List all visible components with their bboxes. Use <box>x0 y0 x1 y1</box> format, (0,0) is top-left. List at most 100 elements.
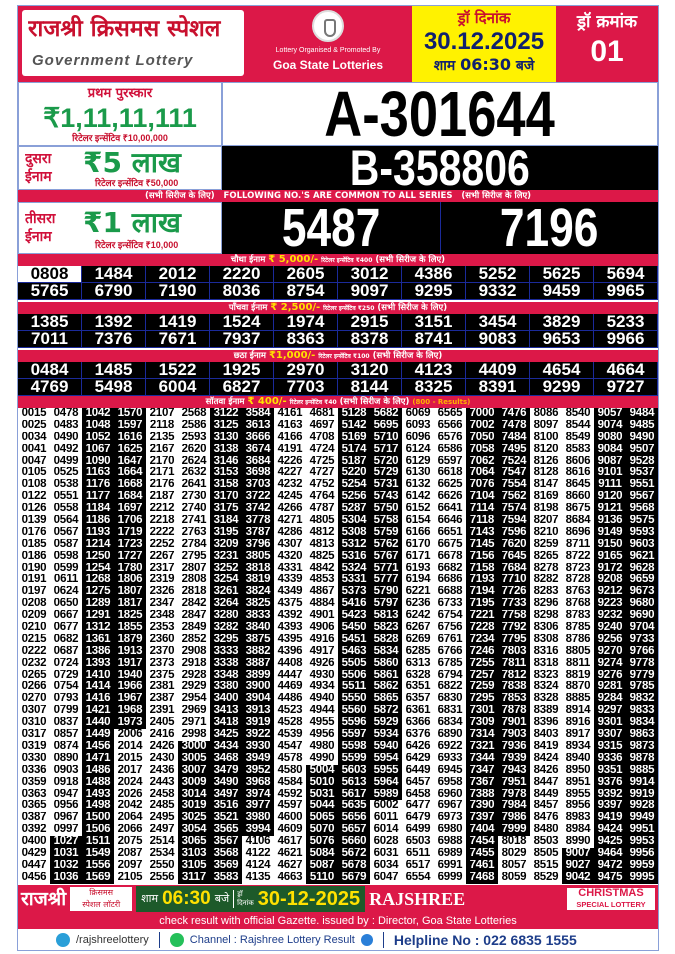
result-cell: 0551 <box>50 491 82 504</box>
result-cell: 4663 <box>274 871 306 884</box>
result-cell: 0307 <box>18 705 50 718</box>
result-cell: 8763 <box>562 586 594 599</box>
result-cell: 9165 <box>594 550 626 563</box>
prize-number: 2012 <box>146 266 210 283</box>
result-cell: 4271 <box>274 515 306 527</box>
result-cell: 7118 <box>466 515 498 527</box>
result-cell: 2971 <box>178 717 210 730</box>
footer-time-prefix: शाम <box>141 893 159 905</box>
result-cell: 9111 <box>594 479 626 492</box>
result-cell: 0947 <box>50 788 82 801</box>
result-cell: 7076 <box>466 479 498 492</box>
result-cell: 2849 <box>178 622 210 634</box>
result-cell: 7733 <box>498 598 530 611</box>
result-cell: 6130 <box>402 467 434 480</box>
result-cell: 4724 <box>306 443 338 456</box>
result-cell: 6449 <box>402 764 434 777</box>
result-cell: 3980 <box>242 812 274 825</box>
fifth-prize-grid: 1385 1392 1419 1524 1974 2915 3151 3454 3829 5233… <box>18 314 658 348</box>
result-cell: 6988 <box>434 836 466 848</box>
result-cell: 8916 <box>562 717 594 730</box>
result-cell: 7547 <box>498 467 530 480</box>
result-cell: 2416 <box>146 729 178 741</box>
organised-by: Lottery Organised & Promoted By <box>275 47 381 54</box>
result-cell: 7309 <box>466 717 498 730</box>
draw-time: 06:30 <box>460 55 512 74</box>
result-cell: 1289 <box>82 598 114 611</box>
result-cell: 9485 <box>626 419 658 432</box>
result-cell: 7195 <box>466 598 498 611</box>
result-cell: 0599 <box>50 562 82 575</box>
gazette-note: check result with official Gazette. issu… <box>18 913 658 929</box>
result-cell: 4592 <box>274 788 306 801</box>
result-cell: 3569 <box>210 859 242 872</box>
result-cell: 1727 <box>114 550 146 563</box>
result-cell: 7194 <box>466 586 498 599</box>
result-cell: 8389 <box>530 705 562 718</box>
third-prize-number: 7196 <box>441 201 659 255</box>
prize-number: 8363 <box>274 331 338 348</box>
result-cell: 5613 <box>338 776 370 789</box>
prize-number: 7703 <box>274 379 338 396</box>
result-cell: 2852 <box>178 633 210 646</box>
prize-number: 7671 <box>146 331 210 348</box>
result-cell: 9490 <box>626 431 658 444</box>
result-cell: 8059 <box>498 871 530 884</box>
result-cell: 1163 <box>82 467 114 480</box>
result-cell: 0903 <box>50 764 82 777</box>
result-cell: 0105 <box>18 467 50 480</box>
result-cell: 4956 <box>306 729 338 741</box>
result-cell: 9690 <box>626 610 658 623</box>
verified-icon <box>360 934 373 946</box>
result-cell: 1706 <box>114 515 146 527</box>
first-prize-amount: ₹1,11,11,111 <box>43 103 197 133</box>
result-cell: 3875 <box>242 633 274 646</box>
result-cell: 1506 <box>82 824 114 837</box>
result-cell: 3158 <box>210 479 242 492</box>
result-cell: 9733 <box>626 633 658 646</box>
result-cell: 4901 <box>306 610 338 623</box>
result-cell: 6269 <box>402 633 434 646</box>
result-cell: 3913 <box>242 705 274 718</box>
telegram-icon <box>56 933 70 947</box>
result-cell: 8426 <box>530 764 562 777</box>
prize-number: 4664 <box>594 362 658 379</box>
result-cell: 2741 <box>178 515 210 527</box>
result-cell: 0499 <box>50 455 82 468</box>
result-cell: 4697 <box>306 419 338 432</box>
result-cell: 7478 <box>498 419 530 432</box>
result-cell: 9575 <box>626 515 658 527</box>
result-cell: 9315 <box>594 740 626 753</box>
result-cell: 2998 <box>178 729 210 741</box>
prize-number: 5233 <box>594 314 658 331</box>
result-cell: 5128 <box>338 408 370 420</box>
whatsapp-channel[interactable]: Channel : Rajshree Lottery Result <box>189 934 355 946</box>
result-cell: 3778 <box>242 515 274 527</box>
result-cell: 1361 <box>82 633 114 646</box>
telegram-link[interactable]: /rajshreelottery <box>76 934 149 946</box>
draw-number-box: ड्रॉ क्रमांक 01 <box>556 6 658 82</box>
result-cell: 6093 <box>402 419 434 432</box>
result-cell: 5964 <box>370 776 402 789</box>
result-cell: 8711 <box>562 538 594 551</box>
result-cell: 4135 <box>242 871 274 884</box>
result-cell: 4106 <box>242 836 274 848</box>
result-cell: 7812 <box>498 669 530 682</box>
prize-number: 6004 <box>146 379 210 396</box>
result-cell: 6457 <box>402 776 434 789</box>
result-cell: 2218 <box>146 515 178 527</box>
sixth-prize-header: छठा ईनाम ₹1,000/- रिटेलर इन्सेंटिव ₹100 … <box>18 350 658 362</box>
result-cell: 4825 <box>306 550 338 563</box>
result-cell: 4124 <box>242 859 274 872</box>
result-cell: 9351 <box>594 764 626 777</box>
result-cell: 3264 <box>210 598 242 611</box>
result-cell: 3103 <box>178 847 210 860</box>
result-cell: 5865 <box>370 693 402 706</box>
prize-number: 1925 <box>210 362 274 379</box>
result-cell: 1879 <box>114 633 146 646</box>
result-cell: 9027 <box>562 859 594 872</box>
result-cell: 5256 <box>338 491 370 504</box>
result-sheet: राजश्री क्रिसमस स्पेशल Government Lotter… <box>17 5 659 951</box>
result-cell: 9472 <box>594 859 626 872</box>
sixth-prize-amount: ₹1,000/- <box>268 350 316 361</box>
